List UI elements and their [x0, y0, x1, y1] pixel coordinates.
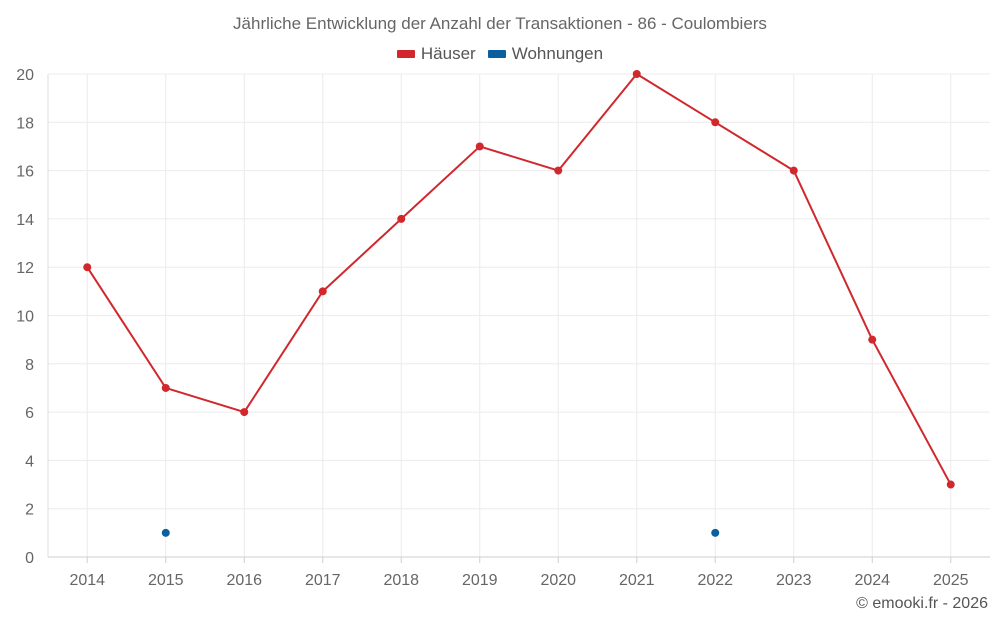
data-point [475, 142, 484, 151]
x-tick-label: 2014 [69, 572, 105, 589]
data-point [946, 480, 955, 489]
y-tick-label: 16 [16, 164, 34, 181]
y-tick-label: 10 [16, 309, 34, 326]
data-point [789, 166, 798, 175]
x-tick-label: 2019 [462, 572, 498, 589]
x-tick-label: 2020 [540, 572, 576, 589]
y-tick-label: 14 [16, 212, 34, 229]
legend-swatch-wohnungen [487, 50, 506, 58]
data-point [240, 408, 249, 417]
y-tick-label: 4 [25, 453, 34, 470]
y-tick-label: 18 [16, 115, 34, 132]
legend-item-haeuser[interactable]: Häuser [396, 44, 476, 64]
series-line-0 [86, 73, 952, 486]
legend-swatch-haeuser [396, 50, 415, 58]
data-point [83, 263, 92, 272]
x-tick-label: 2021 [619, 572, 655, 589]
data-point [161, 528, 170, 537]
data-point [711, 528, 720, 537]
data-point [318, 287, 327, 296]
chart-legend: Häuser Wohnungen [0, 44, 1000, 64]
y-tick-label: 6 [25, 405, 34, 422]
chart-title: Jährliche Entwicklung der Anzahl der Tra… [233, 14, 767, 33]
data-point [554, 166, 563, 175]
legend-label-haeuser: Häuser [420, 44, 476, 63]
y-tick-label: 0 [25, 550, 34, 567]
copyright-notice: © emooki.fr - 2026 [856, 595, 988, 612]
x-tick-label: 2016 [226, 572, 262, 589]
legend-label-wohnungen: Wohnungen [511, 44, 604, 63]
y-tick-label: 12 [16, 260, 34, 277]
x-tick-label: 2018 [383, 572, 419, 589]
data-point [711, 118, 720, 127]
x-tick-label: 2024 [854, 572, 890, 589]
y-tick-label: 2 [25, 502, 34, 519]
x-tick-label: 2022 [697, 572, 733, 589]
data-point [868, 335, 877, 344]
x-tick-label: 2025 [933, 572, 969, 589]
y-tick-label: 8 [25, 357, 34, 374]
x-tick-label: 2017 [305, 572, 341, 589]
x-tick-label: 2023 [776, 572, 812, 589]
x-tick-label: 2015 [148, 572, 184, 589]
y-tick-label: 20 [16, 67, 34, 84]
data-point [161, 383, 170, 392]
legend-item-wohnungen[interactable]: Wohnungen [487, 44, 604, 64]
data-point [632, 70, 641, 78]
data-point [397, 214, 406, 223]
